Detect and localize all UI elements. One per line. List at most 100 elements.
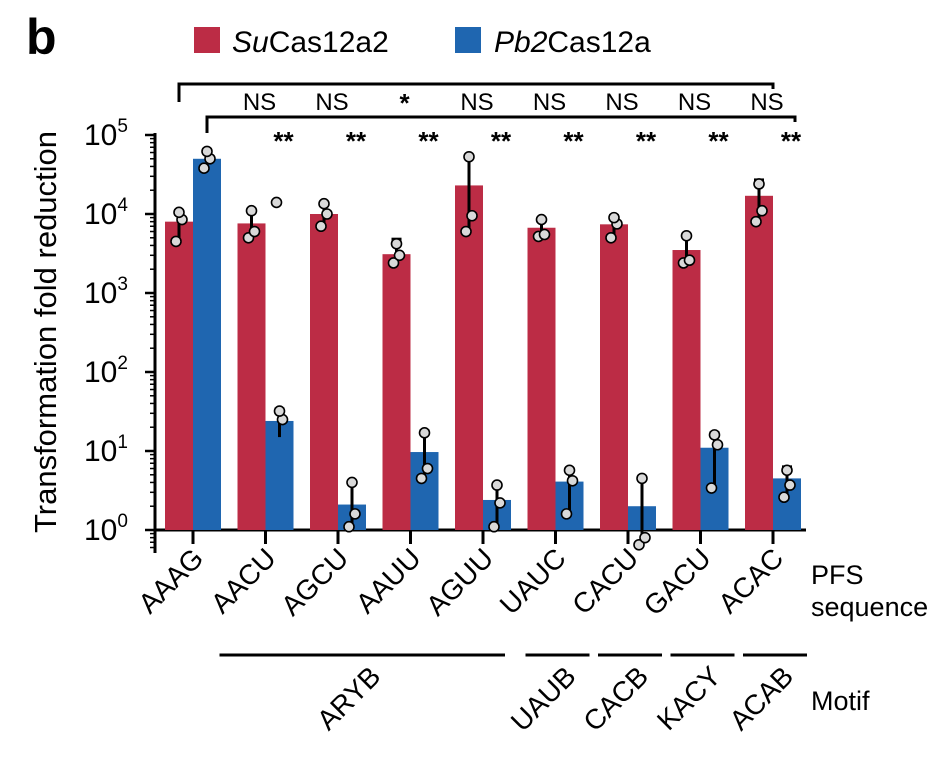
data-point-su	[460, 225, 472, 238]
legend-swatch-su	[194, 27, 220, 53]
data-point-pb	[784, 479, 796, 491]
data-point-pb	[563, 464, 576, 477]
data-point-pb	[415, 472, 428, 485]
data-point-pb	[705, 482, 718, 494]
legend-su-prefix: Su	[232, 26, 269, 59]
bar-su	[745, 195, 773, 530]
bar-su	[310, 214, 338, 530]
data-point-su	[753, 178, 765, 190]
data-point-pb	[421, 462, 434, 475]
x-tick-label: CACU	[566, 542, 644, 620]
panel-label: b	[26, 9, 57, 65]
bracket-su	[177, 82, 775, 102]
x-tick-label: GACU	[638, 542, 717, 621]
sig-label-su: NS	[315, 89, 348, 116]
legend-swatch-pb	[455, 27, 481, 53]
x-axis-label-line1: PFS	[811, 560, 864, 590]
data-point-pb	[711, 438, 724, 451]
bar-su	[527, 227, 556, 530]
data-point-su	[393, 249, 406, 262]
data-point-pb	[494, 497, 506, 509]
data-point-pb	[349, 508, 361, 520]
data-point-pb	[636, 472, 648, 485]
data-point-su	[170, 235, 182, 248]
data-point-su	[608, 211, 620, 224]
data-point-pb	[201, 145, 213, 158]
x-tick-label: ACAC	[712, 542, 789, 619]
legend-label-su: SuCas12a2	[232, 26, 389, 59]
sig-label-su: NS	[533, 89, 566, 116]
data-point-su	[321, 208, 333, 220]
legend-su-suffix: Cas12a2	[269, 26, 389, 59]
sig-label-pb: **	[708, 126, 729, 156]
legend-label-pb: Pb2Cas12a	[494, 26, 651, 59]
data-point-pb	[198, 162, 210, 174]
sig-label-pb: **	[418, 126, 439, 156]
sig-label-su: NS	[605, 89, 638, 116]
data-point-su	[245, 204, 258, 217]
sig-label-su: NS	[750, 89, 783, 116]
data-point-su	[680, 229, 693, 242]
x-tick-label: AGCU	[275, 542, 354, 621]
data-point-su	[318, 197, 330, 210]
bar-su	[165, 221, 193, 530]
bar-su	[382, 254, 411, 530]
sig-label-su: NS	[460, 89, 493, 116]
data-point-su	[315, 220, 327, 233]
x-tick-label: UAUC	[494, 542, 572, 620]
data-point-pb	[560, 508, 573, 520]
sig-label-pb: **	[781, 126, 802, 156]
bar-su	[455, 185, 483, 530]
sig-label-su: NS	[243, 89, 276, 116]
data-point-pb	[343, 520, 355, 533]
data-point-pb	[781, 464, 793, 477]
x-tick-label: AACU	[205, 542, 282, 619]
y-axis-label: Transformation fold reduction	[28, 131, 63, 533]
data-point-su	[248, 225, 261, 238]
bar-su	[237, 223, 266, 531]
legend-pb-prefix: Pb2	[494, 26, 548, 59]
motif-label: CACB	[577, 660, 654, 737]
data-point-pb	[778, 491, 790, 504]
bar-pb	[193, 158, 221, 530]
sig-label-su: *	[399, 88, 410, 118]
data-point-pb	[270, 196, 283, 209]
data-point-pb	[273, 405, 286, 417]
sig-label-pb: **	[563, 126, 584, 156]
sig-label-su: NS	[678, 89, 711, 116]
y-tick-label: 101	[84, 432, 128, 468]
motif-label: ARYB	[311, 660, 386, 735]
data-point-su	[756, 204, 768, 217]
y-tick-label: 100	[84, 511, 128, 547]
bracket-pb	[205, 115, 797, 133]
data-point-pb	[346, 476, 358, 489]
x-axis-label-line2: sequence	[811, 592, 928, 622]
motif-axis-label: Motif	[811, 686, 870, 716]
sig-label-pb: **	[346, 126, 367, 156]
data-point-su	[538, 228, 551, 241]
data-point-su	[605, 231, 617, 244]
bar-pb	[265, 420, 294, 530]
data-point-su	[683, 254, 696, 267]
data-point-pb	[708, 429, 721, 441]
data-point-su	[750, 215, 762, 228]
significance-annotations: NS NS * NS NS NS NS NS ** ** ** ** ** ** ** **	[177, 82, 802, 156]
x-tick-label: AGUU	[420, 542, 499, 621]
y-tick-label: 105	[84, 116, 128, 152]
motif-label: ACAB	[723, 660, 799, 736]
legend: SuCas12a2 Pb2Cas12a	[194, 26, 651, 59]
data-points	[170, 145, 796, 551]
x-tick-label: AAUU	[350, 542, 427, 619]
y-tick-label: 104	[84, 195, 128, 231]
sig-label-pb: **	[636, 126, 657, 156]
y-tick-label: 102	[84, 353, 128, 389]
x-tick-label: AAAG	[132, 542, 209, 619]
data-point-su	[390, 237, 403, 250]
motif-label: KACY	[651, 660, 727, 736]
bars	[165, 158, 801, 531]
data-point-pb	[418, 426, 431, 439]
data-point-su	[466, 209, 478, 222]
data-point-pb	[488, 520, 500, 533]
data-point-pb	[566, 474, 579, 487]
